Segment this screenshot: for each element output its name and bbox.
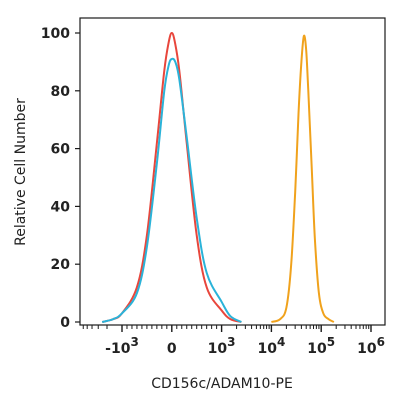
- plot-frame: [79, 17, 386, 326]
- y-axis: 0 20 40 60 80 100: [41, 26, 80, 331]
- histogram-series-3: [271, 34, 335, 323]
- y-tick-label: 100: [41, 26, 70, 42]
- y-tick-label: 20: [51, 257, 71, 273]
- x-axis: -103 0 103 104 105 106: [82, 325, 385, 357]
- x-tick-label: 105: [307, 335, 335, 357]
- histogram-series-1: [101, 32, 242, 323]
- x-axis-label: CD156c/ADAM10-PE: [151, 376, 293, 392]
- x-tick-label: -103: [105, 335, 139, 357]
- y-tick-label: 60: [51, 142, 71, 158]
- x-tick-label: 104: [257, 335, 285, 357]
- series-layer: [101, 32, 335, 323]
- x-tick-label: 0: [167, 341, 177, 357]
- y-axis-label: Relative Cell Number: [13, 98, 29, 246]
- histogram-series-2: [101, 57, 242, 323]
- x-tick-label: 106: [357, 335, 385, 357]
- y-tick-label: 80: [51, 84, 71, 100]
- x-tick-label: 103: [208, 335, 236, 357]
- y-tick-label: 40: [51, 199, 71, 215]
- y-tick-label: 0: [60, 315, 70, 331]
